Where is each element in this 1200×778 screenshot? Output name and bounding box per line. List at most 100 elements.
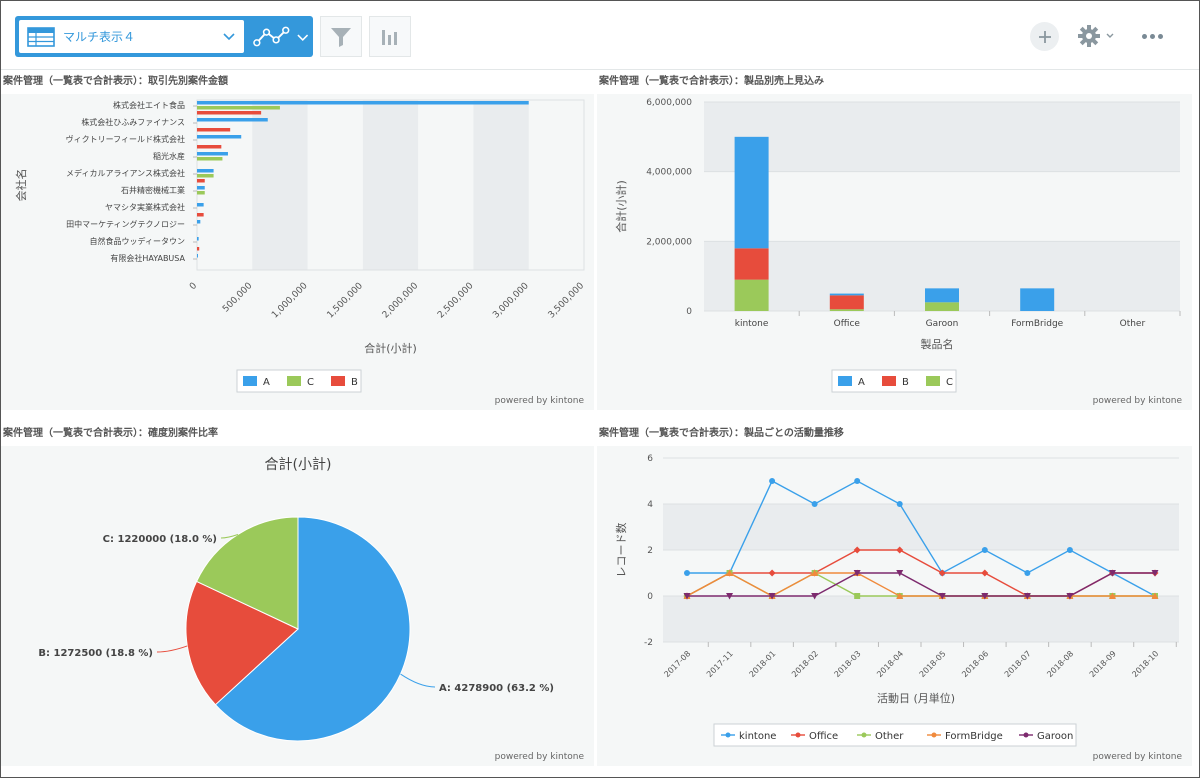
bar-segment-A <box>734 136 769 249</box>
legend-marker-kintone <box>725 732 731 738</box>
legend-swatch-A <box>838 376 852 386</box>
y-tick-label: 4,000,000 <box>646 168 692 178</box>
grid-band <box>362 100 419 270</box>
y-tick-label: 4 <box>647 500 653 510</box>
x-tick-label: 0 <box>188 281 199 292</box>
chart-settings-button[interactable] <box>369 16 411 57</box>
panel-title: 案件管理（一覧表で合計表示）：製品別売上見込み <box>599 76 824 87</box>
point-Garoon <box>896 570 904 577</box>
chart-area: 合計(小計) A: 4278900 (63.2 %) B: 1272500 (18.… <box>1 446 594 766</box>
legend: kintone Office Other FormBridge Garoon <box>713 723 1077 747</box>
category-label: Other <box>1120 319 1146 329</box>
point-kintone <box>896 501 903 507</box>
x-tick-label: 3,500,000 <box>547 281 587 321</box>
legend-swatch-B <box>882 376 896 386</box>
powered-by: powered by kintone <box>494 396 584 406</box>
legend-label: A <box>263 377 270 388</box>
point-Garoon <box>1066 593 1074 600</box>
category-label: 稲光水産 <box>153 151 185 161</box>
bar-segment-C <box>925 302 959 311</box>
x-tick-label: 2017-08 <box>662 649 692 679</box>
graph-type-button[interactable] <box>247 20 309 53</box>
series-line-Garoon <box>687 572 1155 597</box>
legend: A B C <box>831 369 957 393</box>
toolbar: マルチ表示４ <box>1 1 1199 70</box>
x-tick-label: 2,000,000 <box>381 281 421 321</box>
legend-label: C <box>307 377 314 388</box>
bar-B <box>197 111 262 115</box>
bar-A <box>197 186 205 190</box>
category-label: ヤマシタ実業株式会社 <box>105 202 185 212</box>
point-Garoon <box>853 570 861 577</box>
plot-area <box>196 99 585 271</box>
panel-title: 案件管理（一覧表で合計表示）：製品ごとの活動量推移 <box>599 428 844 439</box>
table-icon <box>27 26 55 47</box>
series-line-kintone <box>687 480 1156 597</box>
point-kintone <box>854 478 861 484</box>
powered-by: powered by kintone <box>1092 752 1182 762</box>
settings-button[interactable] <box>1078 25 1118 51</box>
legend-marker-Other <box>861 732 867 738</box>
more-icon[interactable] <box>1142 34 1163 39</box>
view-select[interactable]: マルチ表示４ <box>15 16 313 57</box>
y-tick-label: 6 <box>647 454 653 464</box>
category-label: ヴィクトリーフィールド株式会社 <box>66 134 185 144</box>
y-tick-label: 0 <box>647 592 653 602</box>
point-Garoon <box>683 593 691 600</box>
chart-area: 0 2,000,000 4,000,000 6,000,000 kintone Offic… <box>597 94 1192 410</box>
grid-band <box>473 100 529 270</box>
legend-marker-Garoon <box>1023 732 1029 738</box>
category-label: kintone <box>735 319 769 329</box>
point-kintone <box>684 570 690 576</box>
bar-segment-A <box>1020 288 1055 311</box>
legend-box <box>713 723 1077 747</box>
y-tick-label: -2 <box>644 638 653 648</box>
point-kintone <box>769 478 776 484</box>
hbar-chart: 0 500,000 1,000,000 1,500,000 2,000,000 2,500… <box>14 99 587 393</box>
bar-A <box>197 203 204 207</box>
point-Garoon <box>726 593 734 600</box>
filter-button[interactable] <box>320 16 362 57</box>
point-Garoon <box>938 593 946 600</box>
point-Office <box>853 546 861 554</box>
pie-subtitle: 合計(小計) <box>265 457 332 473</box>
x-tick-label: 2018-09 <box>1088 649 1118 679</box>
legend-swatch-C <box>926 376 940 386</box>
bar-A <box>197 169 214 173</box>
legend-label: A <box>858 377 865 388</box>
x-tick-label: 2018-10 <box>1130 649 1160 679</box>
bar-B <box>197 128 231 132</box>
x-axis-title: 活動日 (月単位) <box>877 691 955 705</box>
y-tick-label: 2,000,000 <box>646 237 692 247</box>
pie-slice-B <box>185 580 299 706</box>
legend-label: kintone <box>739 731 776 742</box>
add-button[interactable] <box>1030 22 1059 51</box>
point-Office <box>768 569 776 577</box>
x-tick-label: 2018-03 <box>833 649 863 679</box>
bar-A <box>197 101 529 105</box>
stacked-bar-chart: 0 2,000,000 4,000,000 6,000,000 kintone Offic… <box>614 98 1181 393</box>
pie-connector <box>220 533 239 539</box>
legend-label: Office <box>809 731 838 742</box>
point-kintone <box>1066 547 1073 553</box>
category-label: 株式会社ひふみファイナンス <box>81 117 185 127</box>
x-tick-label: 2018-08 <box>1045 649 1075 679</box>
pie-label: C: 1220000 (18.0 %) <box>103 534 217 545</box>
bar-C <box>197 174 214 178</box>
x-tick-label: 2,500,000 <box>436 281 476 321</box>
bar-chart-icon <box>382 29 397 45</box>
point-FormBridge <box>896 592 904 599</box>
x-axis-title: 合計(小計) <box>364 341 417 355</box>
y-tick-label: 0 <box>686 307 692 317</box>
x-axis-title: 製品名 <box>921 337 954 351</box>
grid-band <box>704 102 1180 172</box>
y-axis-title: 合計(小計) <box>614 180 628 233</box>
view-dropdown[interactable]: マルチ表示４ <box>19 20 244 53</box>
panel-client-amount: 案件管理（一覧表で合計表示）：取引先別案件金額 0 500,000 1,000,00… <box>1 72 594 412</box>
grid-band <box>663 596 1179 642</box>
bar-B <box>197 213 204 217</box>
gear-icon <box>1078 25 1114 47</box>
panel-activity-trend: 案件管理（一覧表で合計表示）：製品ごとの活動量推移 -2 0 2 4 6 2017-08 2… <box>597 424 1192 766</box>
point-Other <box>854 593 861 599</box>
series-line-FormBridge <box>686 572 1155 597</box>
